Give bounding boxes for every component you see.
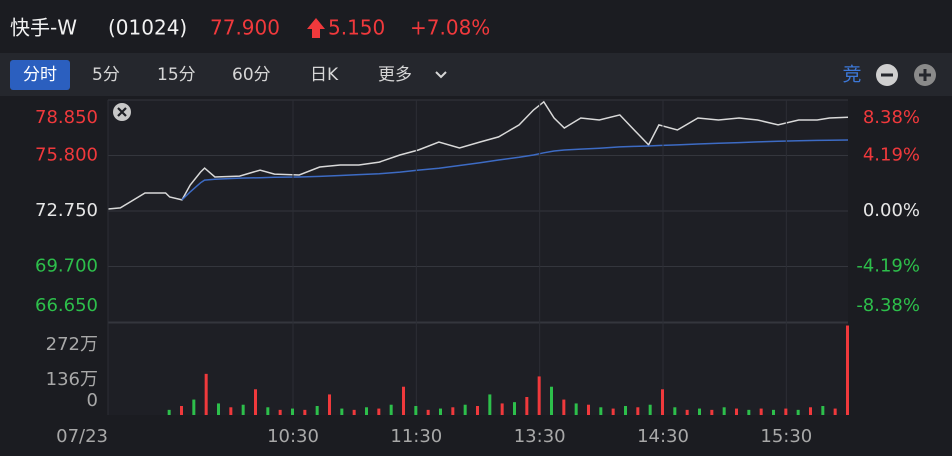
volume-bar <box>229 407 233 415</box>
volume-bar <box>414 406 418 415</box>
volume-bar <box>315 406 319 415</box>
volume-bar <box>624 406 627 415</box>
volume-bar <box>587 404 590 415</box>
volume-bar <box>328 394 331 415</box>
y2-tick-label: 8.38% <box>863 107 920 128</box>
tab-bar <box>0 53 952 96</box>
volume-bar <box>846 325 849 415</box>
volume-bar <box>426 409 430 415</box>
volume-bar <box>402 386 405 415</box>
y2-tick-label: 4.19% <box>863 145 920 166</box>
volume-bar <box>192 399 196 415</box>
tab[interactable]: 更多 <box>378 65 412 85</box>
tab[interactable]: 60分 <box>232 65 271 85</box>
volume-bar <box>747 409 751 415</box>
price-change: 5.150 <box>328 16 385 40</box>
volume-bar <box>204 373 208 415</box>
volume-bar <box>735 408 738 415</box>
volume-bar <box>562 399 566 415</box>
last-price: 77.900 <box>210 16 280 40</box>
volume-bar <box>476 406 479 415</box>
change-percent: +7.08% <box>410 16 490 40</box>
volume-bar <box>759 408 763 415</box>
volume-bar <box>636 407 640 415</box>
volume-bar <box>463 404 467 415</box>
x-tick-label: 10:30 <box>267 426 319 447</box>
y2-tick-label: 0.00% <box>863 200 920 221</box>
y-tick-label: 72.750 <box>35 200 98 221</box>
volume-tick-label: 136万 <box>46 369 98 390</box>
volume-bar <box>537 376 541 415</box>
volume-bar <box>241 404 245 415</box>
volume-bar <box>340 408 344 415</box>
volume-bar <box>303 409 307 415</box>
up-arrow-icon <box>307 18 325 38</box>
volume-bar <box>451 407 455 415</box>
close-button[interactable] <box>113 103 131 121</box>
dropdown-chevron[interactable] <box>435 71 447 79</box>
volume-bar <box>377 408 381 415</box>
tab[interactable]: 15分 <box>157 65 196 85</box>
volume-bar <box>685 409 689 415</box>
volume-bar <box>809 407 812 415</box>
volume-bar <box>439 408 442 415</box>
volume-bar <box>352 409 356 415</box>
x-tick-label: 15:30 <box>760 426 812 447</box>
x-tick-label: 11:30 <box>390 426 442 447</box>
y2-tick-label: -4.19% <box>856 256 920 277</box>
auction-toggle[interactable]: 竞 <box>842 64 861 86</box>
volume-bar <box>722 407 726 415</box>
x-tick-label: 14:30 <box>637 426 689 447</box>
volume-bar <box>784 408 788 415</box>
volume-bar <box>833 408 837 415</box>
volume-bar <box>821 406 825 415</box>
y-tick-label: 66.650 <box>35 295 98 316</box>
stock-code: (01024) <box>108 16 187 40</box>
volume-bar <box>599 407 603 415</box>
y-tick-label: 69.700 <box>35 256 98 277</box>
volume-bar <box>488 394 492 415</box>
volume-bar <box>574 403 578 415</box>
stock-name: 快手-W <box>10 16 77 40</box>
volume-bar <box>698 408 701 415</box>
tab[interactable]: 日K <box>310 65 339 85</box>
volume-bar <box>180 406 183 415</box>
volume-bar <box>710 409 714 415</box>
y-tick-label: 75.800 <box>35 145 98 166</box>
tab[interactable]: 5分 <box>92 65 120 85</box>
zoom-in-button[interactable] <box>914 64 936 86</box>
tab[interactable]: 分时 <box>23 65 57 85</box>
volume-bar <box>796 409 800 415</box>
y2-tick-label: -8.38% <box>856 295 920 316</box>
volume-tick-label: 272万 <box>46 334 98 355</box>
volume-bar <box>266 407 270 415</box>
volume-bar <box>389 404 393 415</box>
volume-bar <box>772 409 775 415</box>
zoom-out-button[interactable] <box>876 64 898 86</box>
volume-bar <box>611 408 615 415</box>
volume-bar <box>550 386 553 415</box>
volume-bar <box>365 407 368 415</box>
volume-bar <box>254 389 257 415</box>
x-tick-label: 07/23 <box>56 426 108 447</box>
volume-bar <box>648 404 652 415</box>
chart-area <box>108 100 848 415</box>
volume-bar <box>291 408 294 415</box>
active-tab-bg <box>10 60 70 90</box>
volume-bar <box>167 409 171 415</box>
volume-bar <box>525 397 529 415</box>
volume-bar <box>217 403 220 415</box>
volume-tick-label: 0 <box>87 390 98 411</box>
price-line <box>107 100 849 210</box>
volume-bar <box>500 403 504 415</box>
price-line <box>181 139 849 201</box>
volume-bar <box>661 389 664 415</box>
y-tick-label: 78.850 <box>35 107 98 128</box>
x-tick-label: 13:30 <box>514 426 566 447</box>
volume-bar <box>513 402 516 415</box>
volume-bar <box>673 407 677 415</box>
volume-bar <box>278 409 282 415</box>
